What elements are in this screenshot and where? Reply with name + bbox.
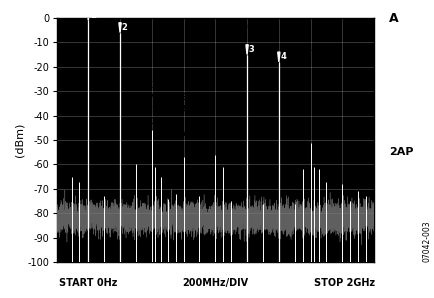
Text: 2AP: 2AP — [388, 147, 413, 157]
Y-axis label: (dBm): (dBm) — [15, 123, 25, 157]
Text: 07042-003: 07042-003 — [422, 221, 431, 262]
Text: 4: 4 — [280, 52, 286, 61]
Text: 1: 1 — [90, 11, 95, 20]
Text: 3: 3 — [248, 45, 254, 54]
Text: RBW = 30kHz   SWT = 5.6s: RBW = 30kHz SWT = 5.6s — [221, 21, 347, 31]
Text: 200MHz/DIV: 200MHz/DIV — [182, 278, 248, 288]
Text: 2: 2 — [122, 23, 127, 32]
Text: A: A — [388, 12, 398, 25]
Polygon shape — [118, 23, 121, 32]
Text: STOP 2GHz: STOP 2GHz — [313, 278, 374, 288]
Text: VBW = 30kHz   RF ATT = 20dB: VBW = 30kHz RF ATT = 20dB — [221, 44, 362, 52]
Polygon shape — [87, 10, 89, 20]
Text: START 0Hz: START 0Hz — [59, 278, 117, 288]
Polygon shape — [245, 45, 248, 55]
Text: MARKERS
1. FUNDAMENTAL
2. FIRST IMAGE
3. SECOND IMAGE
4. THIRD IMAGE: MARKERS 1. FUNDAMENTAL 2. FIRST IMAGE 3.… — [123, 81, 214, 138]
Polygon shape — [277, 52, 279, 62]
